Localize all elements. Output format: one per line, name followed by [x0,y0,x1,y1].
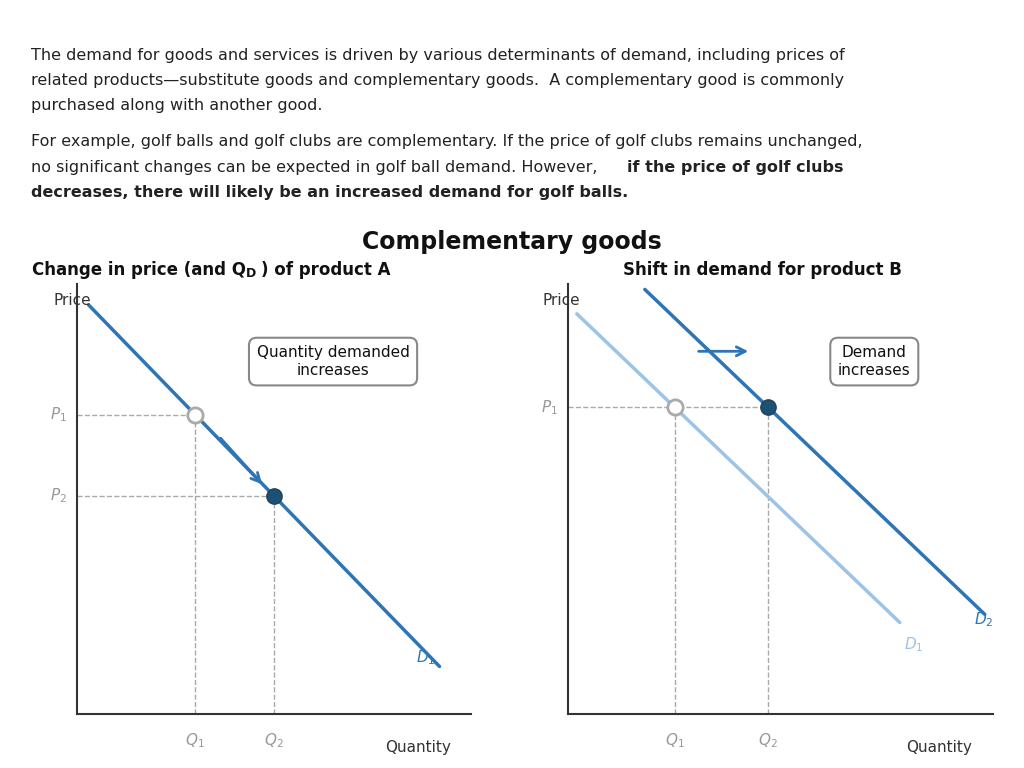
Text: Price: Price [53,293,91,308]
Text: $D_1$: $D_1$ [904,635,924,654]
Text: Shift in demand for product B: Shift in demand for product B [624,261,902,279]
Text: $P_1$: $P_1$ [50,406,67,424]
Text: no significant changes can be expected in golf ball demand. However,: no significant changes can be expected i… [31,160,602,175]
Text: Complementary goods: Complementary goods [362,230,662,254]
Text: decreases, there will likely be an increased demand for golf balls.: decreases, there will likely be an incre… [31,185,628,200]
Text: The demand for goods and services is driven by various determinants of demand, i: The demand for goods and services is dri… [31,48,845,63]
Text: $Q_1$: $Q_1$ [185,731,205,750]
Text: $Q_2$: $Q_2$ [758,731,778,750]
Text: D: D [246,267,256,280]
Text: Quantity: Quantity [385,740,452,755]
Text: Price: Price [543,293,581,308]
Text: $P_2$: $P_2$ [50,486,67,505]
Text: $D_2$: $D_2$ [974,611,993,630]
Text: related products—substitute goods and complementary goods.  A complementary good: related products—substitute goods and co… [31,73,844,88]
Text: $D_1$: $D_1$ [416,648,435,667]
Text: $P_1$: $P_1$ [541,398,558,416]
Text: For example, golf balls and golf clubs are complementary. If the price of golf c: For example, golf balls and golf clubs a… [31,134,862,150]
Text: Demand
increases: Demand increases [838,346,910,378]
Text: $Q_2$: $Q_2$ [264,731,284,750]
Text: if the price of golf clubs: if the price of golf clubs [627,160,843,175]
Text: ) of product A: ) of product A [261,261,390,279]
Text: Change in price (and Q: Change in price (and Q [32,261,246,279]
Text: Quantity demanded
increases: Quantity demanded increases [257,346,410,378]
Text: Quantity: Quantity [906,740,972,755]
Text: purchased along with another good.: purchased along with another good. [31,98,323,114]
Text: $Q_1$: $Q_1$ [665,731,684,750]
